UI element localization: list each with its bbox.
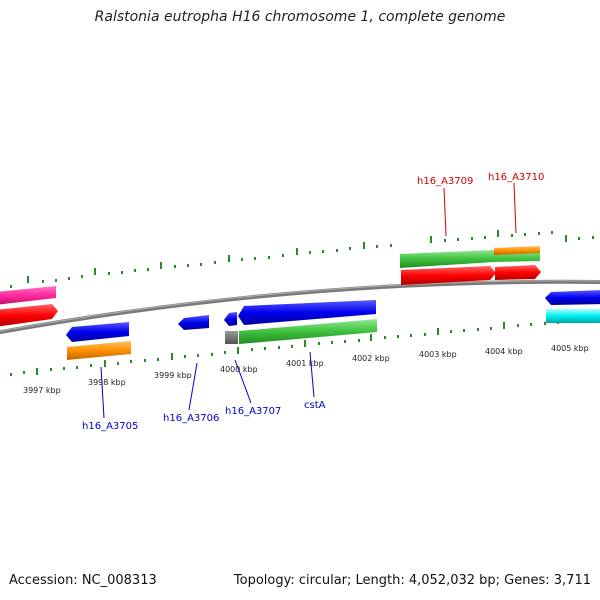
scale-label: 4001 kbp: [286, 359, 324, 368]
accession-text: Accession: NC_008313: [9, 573, 157, 588]
gene-labels: h16_A3709 h16_A3710 h16_A3705 h16_A3706 …: [82, 172, 544, 432]
topology-summary: Topology: circular; Length: 4,052,032 bp…: [233, 573, 591, 588]
gene-gray-pseudo[interactable]: [225, 331, 238, 344]
map-title: Ralstonia eutropha H16 chromosome 1, com…: [94, 9, 506, 25]
scale-label: 4002 kbp: [352, 354, 390, 363]
gene-red-h16-a3710[interactable]: [495, 265, 541, 280]
scale-label: 4003 kbp: [419, 350, 457, 359]
gene-blue-h16-a3705[interactable]: [66, 322, 129, 342]
forward-features: [0, 246, 541, 327]
gene-label-h16-a3709[interactable]: h16_A3709: [417, 176, 473, 187]
scale-label: 4005 kbp: [551, 344, 589, 353]
gene-label-h16-a3710[interactable]: h16_A3710: [488, 172, 544, 183]
scale-label: 3998 kbp: [88, 378, 126, 387]
gene-label-h16-a3706[interactable]: h16_A3706: [163, 413, 219, 424]
gene-orange-reverse[interactable]: [67, 341, 131, 360]
scale-label: 4004 kbp: [485, 347, 523, 356]
genome-backbone: [0, 279, 600, 335]
gene-blue-small[interactable]: [224, 312, 237, 326]
gene-label-h16-a3707[interactable]: h16_A3707: [225, 406, 281, 417]
gene-blue-right[interactable]: [545, 290, 600, 305]
scale-label: 3999 kbp: [154, 371, 192, 380]
gene-label-cstA[interactable]: cstA: [304, 400, 326, 411]
forward-tick-row: [10, 230, 594, 288]
scale-label: 4000 kbp: [220, 365, 258, 374]
gene-pink[interactable]: [0, 286, 56, 305]
gene-red-left[interactable]: [0, 304, 58, 327]
scale-labels: 3997 kbp 3998 kbp 3999 kbp 4000 kbp 4001…: [23, 344, 589, 395]
gene-blue-h16-a3706[interactable]: [178, 315, 209, 330]
gene-orange-forward[interactable]: [494, 246, 540, 255]
forward-leader-lines: [443, 182, 517, 237]
reverse-features: [66, 290, 600, 360]
gene-green-reverse[interactable]: [239, 319, 377, 344]
gene-red-h16-a3709[interactable]: [401, 266, 496, 285]
gene-blue-cstA[interactable]: [238, 300, 376, 325]
gene-label-h16-a3705[interactable]: h16_A3705: [82, 421, 138, 432]
gene-cyan-right[interactable]: [546, 309, 600, 323]
reverse-leader-lines: [100, 351, 315, 419]
scale-label: 3997 kbp: [23, 386, 61, 395]
